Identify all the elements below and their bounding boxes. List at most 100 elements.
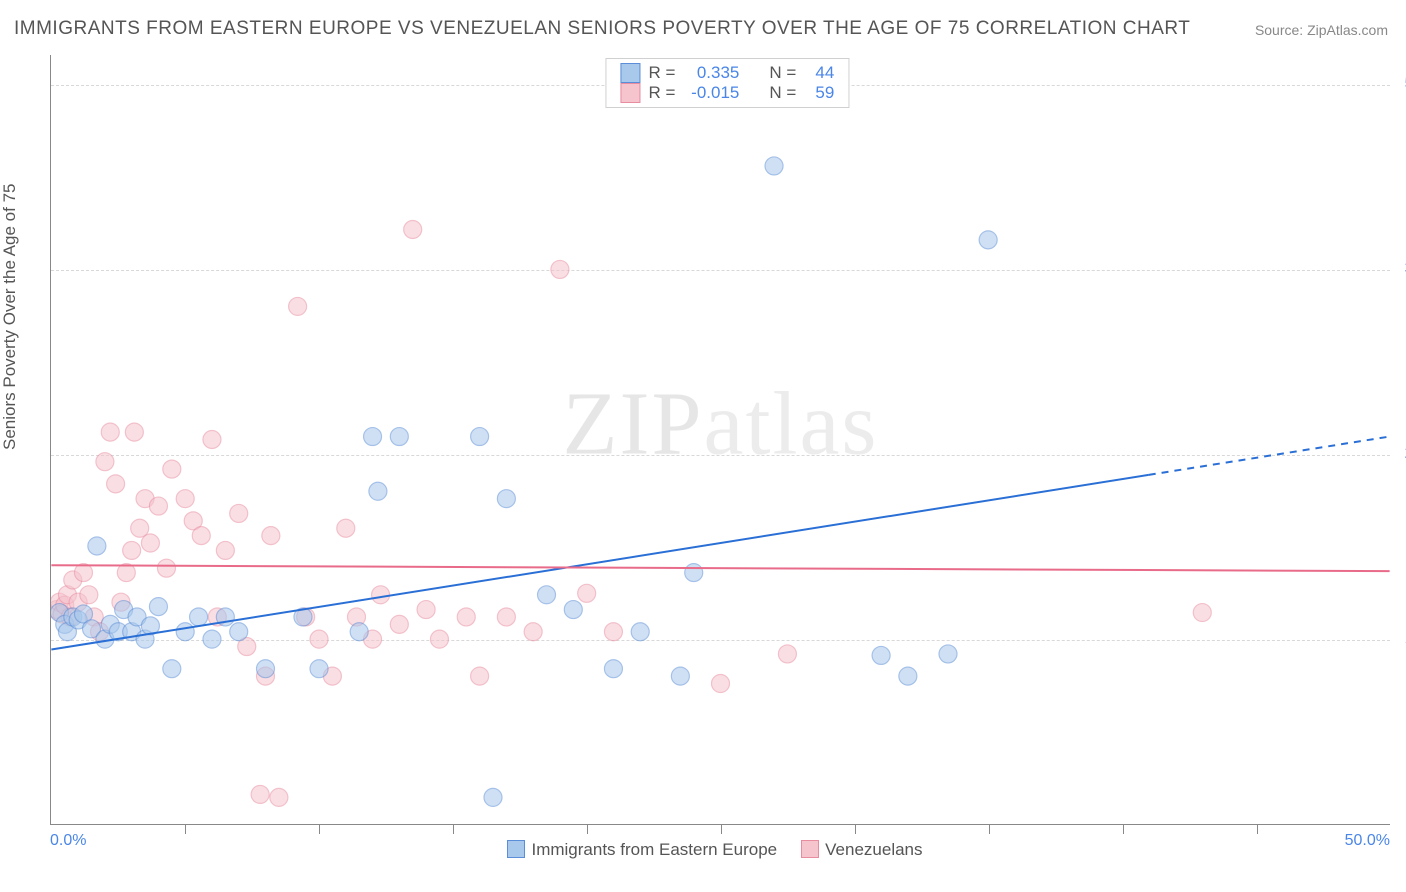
data-point — [230, 623, 248, 641]
data-point — [310, 630, 328, 648]
data-point — [123, 541, 141, 559]
data-point — [125, 423, 143, 441]
data-point — [289, 297, 307, 315]
data-point — [163, 460, 181, 478]
data-point — [192, 527, 210, 545]
legend-swatch — [801, 840, 819, 858]
data-point — [369, 482, 387, 500]
data-point — [524, 623, 542, 641]
data-point — [872, 646, 890, 664]
data-point — [564, 601, 582, 619]
data-point — [1193, 604, 1211, 622]
data-point — [430, 630, 448, 648]
data-point — [671, 667, 689, 685]
data-point — [203, 630, 221, 648]
data-point — [203, 431, 221, 449]
data-point — [372, 586, 390, 604]
x-tick — [721, 824, 722, 834]
legend-swatch — [620, 63, 640, 83]
data-point — [979, 231, 997, 249]
data-point — [631, 623, 649, 641]
y-tick-label: 12.5% — [1395, 630, 1406, 648]
legend-r-value: -0.015 — [683, 83, 739, 103]
y-axis-label: Seniors Poverty Over the Age of 75 — [0, 184, 20, 450]
data-point — [230, 504, 248, 522]
data-point — [604, 623, 622, 641]
data-point — [578, 584, 596, 602]
legend-row: R = -0.015 N = 59 — [620, 83, 834, 103]
data-point — [96, 453, 114, 471]
data-point — [778, 645, 796, 663]
data-point — [190, 608, 208, 626]
data-point — [257, 660, 275, 678]
legend-r-label: R = — [648, 63, 675, 83]
data-point — [262, 527, 280, 545]
data-point — [765, 157, 783, 175]
legend-n-label: N = — [769, 83, 796, 103]
data-point — [404, 221, 422, 239]
data-point — [176, 490, 194, 508]
data-point — [497, 490, 515, 508]
data-point — [538, 586, 556, 604]
scatter-svg — [51, 55, 1390, 824]
legend-row: R = 0.335 N = 44 — [620, 63, 834, 83]
data-point — [685, 564, 703, 582]
x-tick — [453, 824, 454, 834]
data-point — [350, 623, 368, 641]
legend-r-label: R = — [648, 83, 675, 103]
data-point — [101, 423, 119, 441]
data-point — [141, 534, 159, 552]
data-point — [417, 601, 435, 619]
legend-series-label: Immigrants from Eastern Europe — [531, 840, 777, 859]
data-point — [939, 645, 957, 663]
x-tick — [319, 824, 320, 834]
data-point — [390, 615, 408, 633]
y-tick-label: 37.5% — [1395, 260, 1406, 278]
data-point — [149, 598, 167, 616]
legend-n-value: 44 — [804, 63, 834, 83]
data-point — [270, 788, 288, 806]
data-point — [551, 260, 569, 278]
data-point — [216, 541, 234, 559]
data-point — [899, 667, 917, 685]
x-tick — [587, 824, 588, 834]
data-point — [712, 675, 730, 693]
data-point — [163, 660, 181, 678]
data-point — [310, 660, 328, 678]
x-tick — [1123, 824, 1124, 834]
data-point — [149, 497, 167, 515]
legend-r-value: 0.335 — [683, 63, 739, 83]
data-point — [364, 428, 382, 446]
legend-series-label: Venezuelans — [825, 840, 922, 859]
legend-n-label: N = — [769, 63, 796, 83]
source-label: Source: ZipAtlas.com — [1255, 22, 1388, 38]
legend-swatch — [507, 840, 525, 858]
plot-area: ZIPatlas 12.5%25.0%37.5%50.0% — [50, 55, 1390, 825]
data-point — [390, 428, 408, 446]
data-point — [497, 608, 515, 626]
x-tick — [1257, 824, 1258, 834]
y-tick-label: 25.0% — [1395, 445, 1406, 463]
chart-title: IMMIGRANTS FROM EASTERN EUROPE VS VENEZU… — [14, 18, 1190, 40]
data-point — [337, 519, 355, 537]
data-point — [484, 788, 502, 806]
correlation-legend: R = 0.335 N = 44 R = -0.015 N = 59 — [605, 58, 849, 108]
data-point — [471, 667, 489, 685]
data-point — [251, 785, 269, 803]
data-point — [107, 475, 125, 493]
data-point — [604, 660, 622, 678]
trend-line — [51, 565, 1389, 571]
x-tick — [855, 824, 856, 834]
trend-line-extrapolated — [1149, 437, 1390, 475]
x-tick — [989, 824, 990, 834]
series-legend: Immigrants from Eastern Europe Venezuelan… — [0, 840, 1406, 860]
legend-n-value: 59 — [804, 83, 834, 103]
data-point — [80, 586, 98, 604]
data-point — [157, 559, 175, 577]
data-point — [457, 608, 475, 626]
trend-line — [51, 475, 1148, 650]
legend-swatch — [620, 83, 640, 103]
data-point — [88, 537, 106, 555]
x-tick — [185, 824, 186, 834]
data-point — [471, 428, 489, 446]
